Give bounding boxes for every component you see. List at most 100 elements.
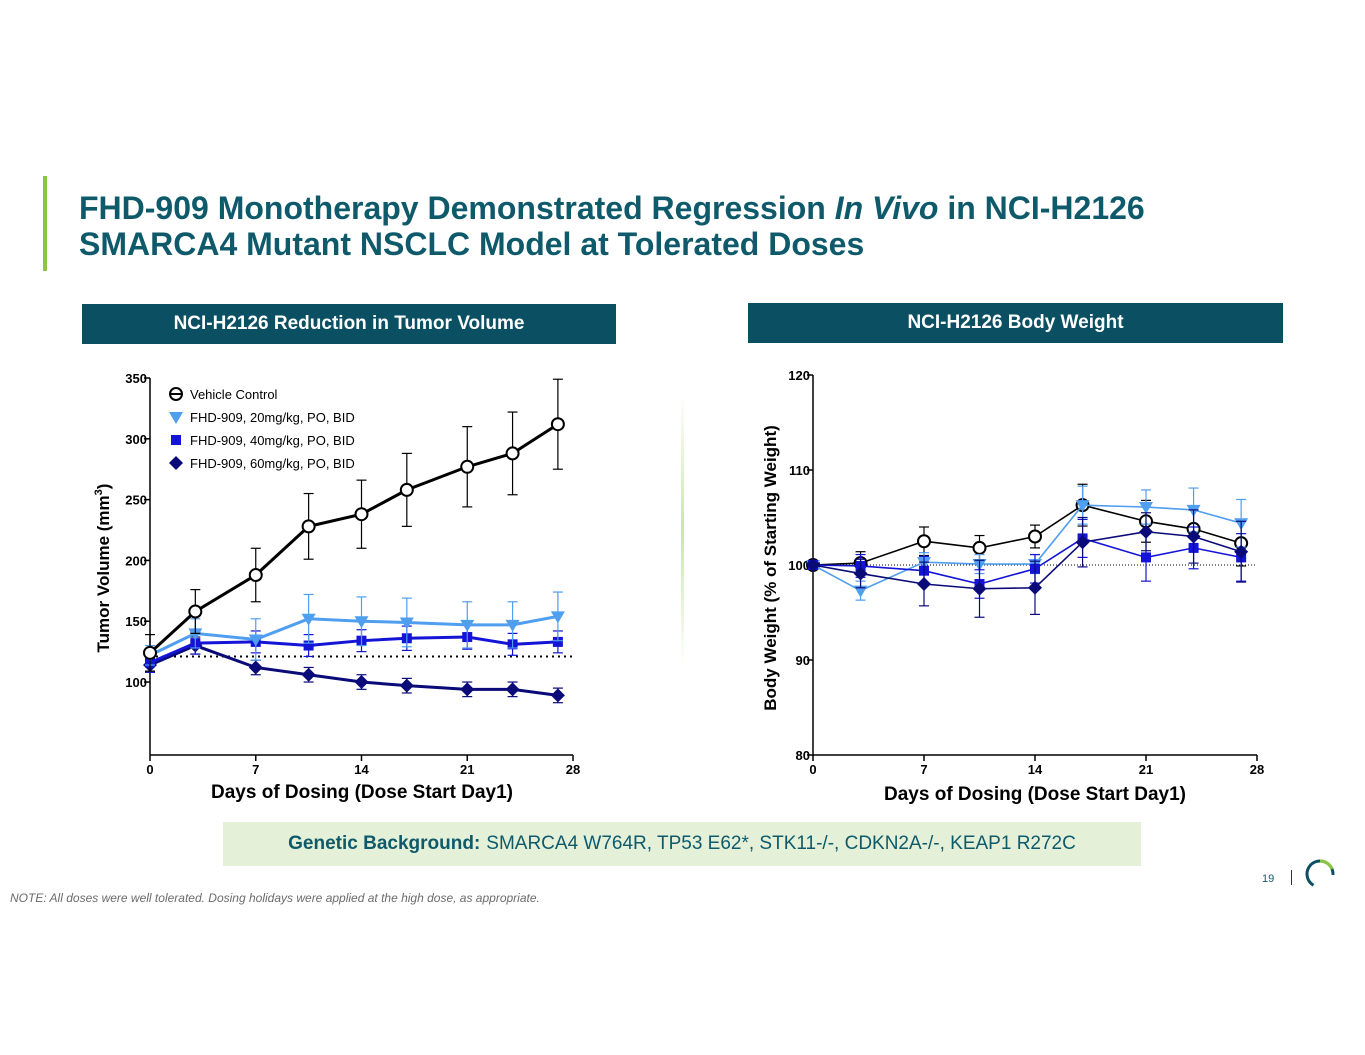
y-label-sup: 3 [93,489,105,495]
title-part1: FHD-909 Monotherapy Demonstrated Regress… [79,190,835,226]
data-point [399,617,414,630]
title-line2: SMARCA4 Mutant NSCLC Model at Tolerated … [79,226,865,262]
data-point [550,611,565,624]
data-point [505,619,520,632]
data-point [917,577,931,591]
data-point [1028,529,1042,544]
genetic-background-label: Genetic Background: [288,833,481,854]
weight-series-2 [806,485,1249,601]
data-point [399,482,414,497]
data-point [399,678,414,693]
weight-x-tick-label: 0 [809,762,816,777]
tumor-volume-y-axis-label: Tumor Volume (mm3) [93,484,113,653]
panel-divider [681,395,684,665]
weight-y-tick-label: 100 [788,558,810,573]
data-point [460,619,475,632]
tumor-x-tick-label: 0 [146,762,153,777]
legend-item: FHD-909, 60mg/kg, PO, BID [169,456,355,471]
weight-series-4 [806,509,1249,618]
data-point [972,581,987,596]
footnote: NOTE: All doses were well tolerated. Dos… [10,891,540,905]
data-point [248,568,263,583]
page-separator [1291,870,1292,885]
body-weight-header: NCI-H2126 Body Weight [748,303,1283,343]
body-weight-x-axis-label: Days of Dosing (Dose Start Day1) [884,784,1186,805]
tumor-y-tick-label: 100 [125,675,147,690]
data-point [460,459,475,474]
y-label-close: ) [94,484,113,490]
series-line [812,504,1242,592]
data-point [1139,502,1153,515]
weight-x-tick-label: 14 [1028,762,1043,777]
tumor-x-tick-label: 14 [354,762,369,777]
data-point [917,534,931,549]
tumor-x-tick-label: 21 [460,762,474,777]
legend-label: FHD-909, 60mg/kg, PO, BID [190,456,355,471]
data-point [972,540,987,555]
data-point [505,682,520,697]
body-weight-chart: Body Weight (% of Starting Weight) Days … [761,368,1264,805]
legend-label: Vehicle Control [190,387,278,402]
genetic-background-box: Genetic Background: SMARCA4 W764R, TP53 … [223,822,1141,866]
tumor-y-tick-label: 200 [125,553,147,568]
legend-item: Vehicle Control [169,387,278,402]
tumor-series-4 [143,636,565,704]
genetic-background-value: SMARCA4 W764R, TP53 E62*, STK11-/-, CDKN… [486,833,1076,854]
data-point [1075,500,1090,513]
tumor-legend: Vehicle Control FHD-909, 20mg/kg, PO, BID… [169,387,355,471]
data-point [188,628,203,641]
title-part2: in NCI-H2126 [938,190,1145,226]
weight-series-1 [806,483,1249,576]
series-line [149,643,559,697]
data-point [1075,535,1090,550]
data-point [1028,580,1042,595]
legend-marker [169,412,183,424]
weight-y-tick-label: 120 [788,368,810,383]
legend-marker [171,435,181,445]
tumor-y-tick-label: 350 [125,371,147,386]
tumor-volume-header: NCI-H2126 Reduction in Tumor Volume [82,304,616,344]
title-accent-bar [43,176,47,271]
data-point [550,417,565,432]
y-label-main: Tumor Volume (mm [94,495,113,652]
weight-x-tick-label: 28 [1250,762,1264,777]
data-point [354,675,369,690]
data-point [354,507,369,522]
data-point [301,613,316,626]
tumor-series-2 [143,591,565,666]
legend-item: FHD-909, 20mg/kg, PO, BID [169,410,355,425]
data-point [806,558,820,572]
data-point [1186,529,1201,544]
tumor-x-tick-label: 28 [566,762,580,777]
data-point [248,634,263,647]
legend-label: FHD-909, 40mg/kg, PO, BID [190,433,355,448]
data-point [1139,524,1153,539]
tumor-y-tick-label: 300 [125,432,147,447]
legend-label: FHD-909, 20mg/kg, PO, BID [190,410,355,425]
slide-title: FHD-909 Monotherapy Demonstrated Regress… [79,190,1279,262]
data-point [505,446,520,461]
data-point [143,645,157,660]
data-point [460,682,475,697]
tumor-x-tick-label: 7 [252,762,259,777]
weight-y-tick-label: 80 [796,748,810,763]
data-point [301,519,316,534]
legend-marker [169,456,183,470]
data-point [354,616,369,629]
series-line [812,537,1242,585]
data-point [853,585,868,598]
weight-y-tick-label: 110 [789,463,810,478]
tumor-series-1 [143,378,565,672]
data-point [248,660,263,675]
tumor-volume-chart: Tumor Volume (mm3) Days of Dosing (Dose … [93,371,580,803]
tumor-y-tick-label: 150 [125,614,147,629]
data-point [1141,552,1151,563]
data-point [853,566,868,581]
tumor-volume-x-axis-label: Days of Dosing (Dose Start Day1) [211,782,513,803]
weight-x-tick-label: 21 [1139,762,1153,777]
series-line [812,530,1242,590]
series-line [149,614,559,657]
data-point [1234,544,1249,559]
tumor-y-tick-label: 250 [125,493,147,508]
